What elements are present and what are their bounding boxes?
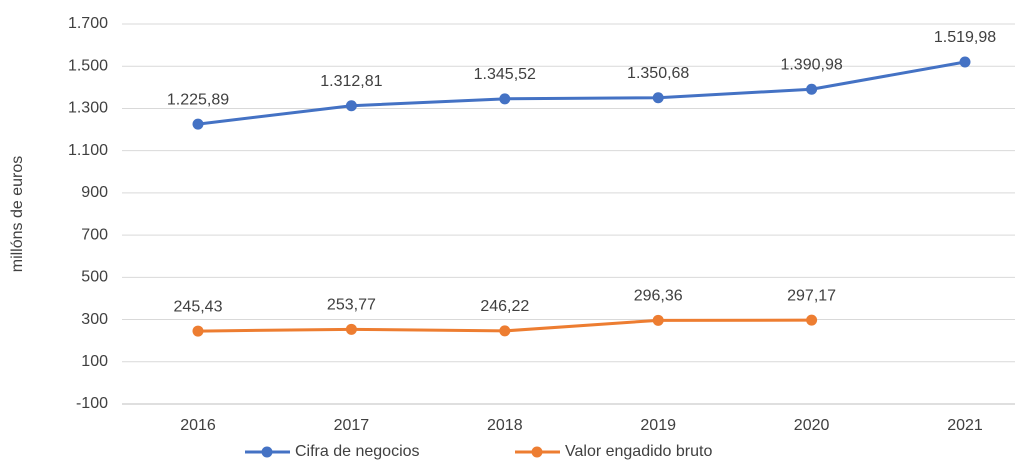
- legend-marker: [531, 446, 543, 458]
- y-tick-label: 300: [81, 311, 108, 328]
- data-point: [499, 93, 511, 105]
- data-point: [499, 325, 511, 337]
- data-label: 1.350,68: [627, 65, 689, 82]
- x-tick-label: 2016: [180, 417, 216, 434]
- legend-label: Cifra de negocios: [295, 443, 420, 460]
- data-point: [192, 118, 204, 130]
- y-axis-label: millóns de euros: [9, 156, 26, 273]
- x-tick-label: 2017: [334, 417, 370, 434]
- y-tick-label: 1.100: [68, 142, 108, 159]
- data-label: 246,22: [480, 298, 529, 315]
- x-tick-label: 2019: [640, 417, 676, 434]
- data-label: 253,77: [327, 297, 376, 314]
- data-label: 245,43: [174, 298, 223, 315]
- y-tick-label: 1.500: [68, 57, 108, 74]
- data-label: 1.225,89: [167, 91, 229, 108]
- series-line: [197, 60, 966, 126]
- data-point: [192, 325, 204, 337]
- x-tick-label: 2021: [947, 417, 983, 434]
- x-tick-label: 2020: [794, 417, 830, 434]
- data-label: 1.345,52: [474, 66, 536, 83]
- data-point: [345, 323, 357, 335]
- data-label: 297,17: [787, 287, 836, 304]
- data-label: 1.519,98: [934, 29, 996, 46]
- legend-marker: [261, 446, 273, 458]
- data-point: [959, 56, 971, 68]
- y-tick-label: 900: [81, 184, 108, 201]
- data-point: [652, 314, 664, 326]
- data-point: [652, 92, 664, 104]
- x-tick-label: 2018: [487, 417, 523, 434]
- y-tick-label: -100: [76, 395, 108, 412]
- y-tick-label: 500: [81, 269, 108, 286]
- y-tick-label: 1.700: [68, 15, 108, 32]
- y-tick-label: 100: [81, 353, 108, 370]
- data-label: 1.312,81: [320, 73, 382, 90]
- y-tick-label: 700: [81, 226, 108, 243]
- data-point: [806, 314, 818, 326]
- data-point: [345, 100, 357, 112]
- legend-label: Valor engadido bruto: [565, 443, 712, 460]
- data-label: 1.390,98: [780, 56, 842, 73]
- data-label: 296,36: [634, 288, 683, 305]
- y-tick-label: 1.300: [68, 100, 108, 117]
- data-point: [806, 83, 818, 95]
